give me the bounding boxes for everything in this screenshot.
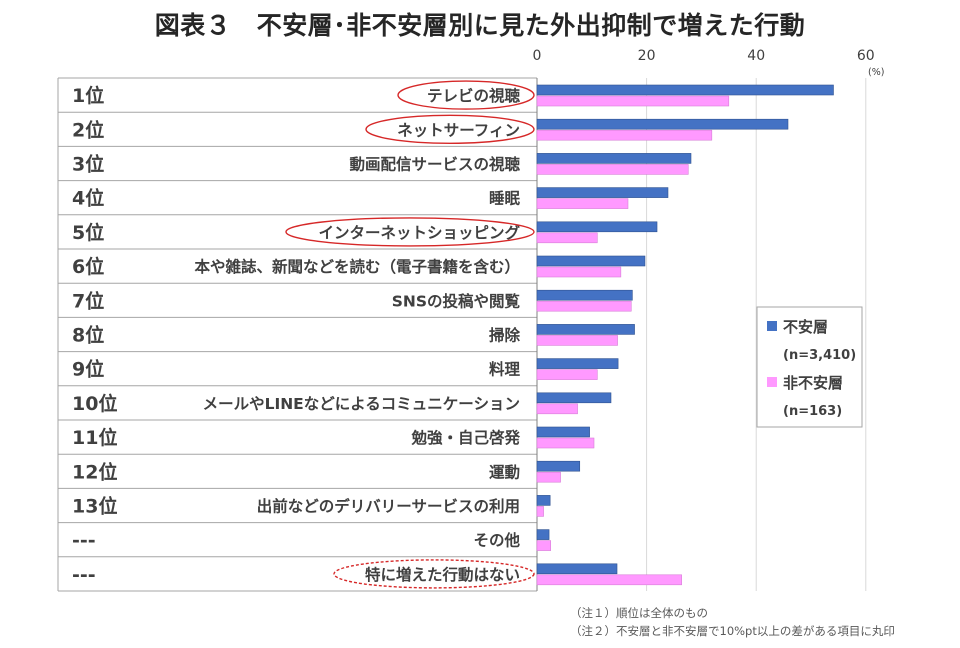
legend-series-name: 不安層 xyxy=(783,318,828,336)
rank-label: 8位 xyxy=(72,324,104,347)
bar xyxy=(536,289,633,301)
bar xyxy=(536,187,669,198)
rank-label: --- xyxy=(72,564,96,586)
bar xyxy=(536,324,635,335)
highlight-circle xyxy=(285,217,535,247)
category-label: メールやLINEなどによるコミュニケーション xyxy=(203,395,520,413)
bar xyxy=(536,232,598,244)
category-label: 動画配信サービスの視聴 xyxy=(349,155,520,174)
rank-label: 13位 xyxy=(72,495,117,518)
category-label: 睡眠 xyxy=(489,189,521,208)
bar xyxy=(536,540,551,551)
footnote-2: （注２）不安層と非不安層で10%pt以上の差がある項目に丸印 xyxy=(570,624,895,638)
rank-label: 12位 xyxy=(72,460,117,483)
bar xyxy=(536,118,789,130)
rank-label: 10位 xyxy=(72,392,117,415)
bar xyxy=(536,255,646,267)
bar xyxy=(536,95,730,107)
bar xyxy=(536,403,578,415)
category-label: インターネットショッピング xyxy=(318,223,520,242)
category-label: 本や雑誌、新聞などを読む（電子書籍を含む） xyxy=(194,257,520,276)
footnote-1: （注１）順位は全体のもの xyxy=(570,606,708,620)
bar xyxy=(536,335,618,346)
rank-label: 2位 xyxy=(72,118,104,141)
rank-label: 6位 xyxy=(72,255,104,278)
category-label: その他 xyxy=(473,531,520,550)
legend-series-n: (n=163) xyxy=(783,404,842,419)
rank-label: 1位 xyxy=(72,84,104,107)
bar xyxy=(536,358,619,369)
bar xyxy=(536,437,595,449)
rank-label: 5位 xyxy=(72,221,104,244)
bar xyxy=(536,471,561,483)
legend-swatch xyxy=(767,321,777,331)
bar xyxy=(536,574,682,586)
category-label: テレビの視聴 xyxy=(427,86,521,105)
category-label: 掃除 xyxy=(489,326,521,345)
bar xyxy=(536,153,692,164)
category-label: 出前などのデリバリーサービスの利用 xyxy=(257,497,520,516)
rank-label: 4位 xyxy=(72,187,104,210)
x-tick-label: 0 xyxy=(533,48,542,64)
highlight-circle xyxy=(365,114,535,145)
category-label: ネットサーフィン xyxy=(397,121,520,139)
bar xyxy=(536,369,598,380)
category-label: 特に増えた行動はない xyxy=(365,565,520,584)
bar xyxy=(536,198,629,209)
legend-swatch xyxy=(767,377,777,387)
bar xyxy=(536,84,834,96)
category-label: 運動 xyxy=(489,462,520,481)
bar xyxy=(536,529,550,540)
bar xyxy=(536,300,632,312)
bar xyxy=(536,392,612,404)
bar xyxy=(536,563,618,575)
bar xyxy=(536,129,713,141)
rank-label: 7位 xyxy=(72,289,104,312)
legend-series-name: 非不安層 xyxy=(783,374,843,392)
highlight-circle xyxy=(397,80,535,110)
bar xyxy=(536,164,689,175)
page-title: 図表３ 不安層･非不安層別に見た外出抑制で増えた行動 xyxy=(154,11,806,40)
bar xyxy=(536,266,622,278)
x-tick-label: 60 xyxy=(857,48,875,64)
rank-label: 3位 xyxy=(72,153,104,176)
rank-label: 11位 xyxy=(72,426,117,449)
rank-label: 9位 xyxy=(72,358,104,381)
highlight-circle xyxy=(333,559,535,589)
category-label: SNSの投稿や閲覧 xyxy=(392,291,521,310)
x-tick-label: 40 xyxy=(747,48,765,64)
x-tick-label: 20 xyxy=(638,48,656,64)
x-unit-label: (%) xyxy=(868,67,884,78)
bar xyxy=(536,495,551,506)
bar xyxy=(536,506,544,517)
bar xyxy=(536,426,590,438)
bar xyxy=(536,460,581,472)
legend-series-n: (n=3,410) xyxy=(783,348,856,363)
category-label: 料理 xyxy=(489,360,521,379)
category-label: 勉強・自己啓発 xyxy=(410,428,520,447)
bar xyxy=(536,221,658,233)
rank-label: --- xyxy=(72,530,96,552)
